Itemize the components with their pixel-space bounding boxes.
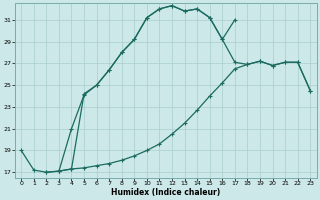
X-axis label: Humidex (Indice chaleur): Humidex (Indice chaleur) (111, 188, 220, 197)
